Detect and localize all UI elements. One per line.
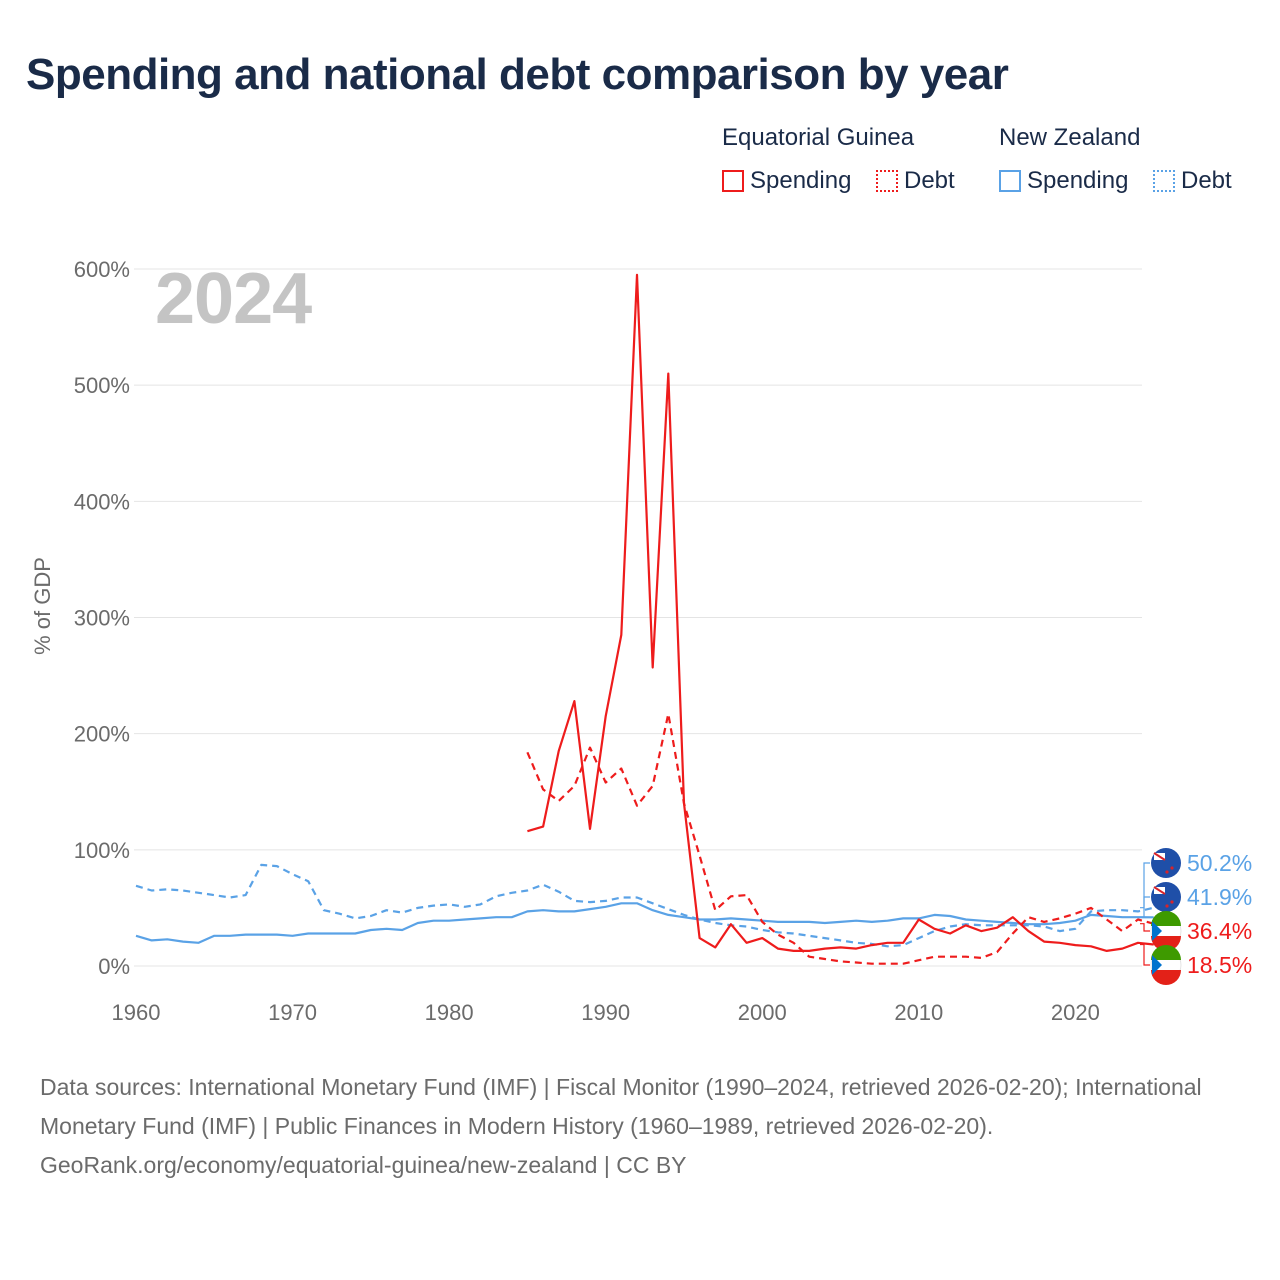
line-chart: 0% 100% 200% 300% 400% 500% 600% 1960 1970 1980 19…: [30, 257, 1252, 1025]
x-tick-label: 1980: [425, 1000, 474, 1025]
year-watermark: 2024: [155, 259, 312, 339]
equatorial-guinea-flag-icon: [1150, 911, 1182, 951]
y-tick-label: 500%: [74, 373, 130, 398]
legend-swatch-solid-icon: [722, 170, 744, 192]
legend-swatch-dotted-icon: [1153, 170, 1175, 192]
legend-swatch-solid-icon: [999, 170, 1021, 192]
x-tick-label: 2000: [738, 1000, 787, 1025]
new-zealand-flag-icon: [1151, 882, 1181, 912]
legend-swatch-dotted-icon: [876, 170, 898, 192]
legend-label: Spending: [750, 167, 852, 194]
y-tick-label: 100%: [74, 838, 130, 863]
label-leader-line: [1140, 862, 1150, 909]
legend-item-eq-guinea-debt[interactable]: Debt: [876, 166, 955, 196]
end-value-label: 50.2%: [1187, 850, 1252, 876]
series-line: [135, 863, 1154, 948]
series-lines: [135, 273, 1154, 965]
new-zealand-flag-icon: [1151, 848, 1181, 878]
label-leader-line: [1140, 896, 1150, 918]
legend-label: Debt: [1181, 167, 1232, 194]
label-leader-line: [1140, 923, 1150, 932]
y-tick-label: 0%: [98, 954, 130, 979]
footer: Data sources: International Monetary Fun…: [40, 1068, 1240, 1185]
y-tick-label: 300%: [74, 606, 130, 631]
end-value-label: 18.5%: [1187, 952, 1252, 978]
end-value-label: 36.4%: [1187, 918, 1252, 944]
chart-title: Spending and national debt comparison by…: [26, 50, 1009, 99]
legend-group-new-zealand: New Zealand: [999, 124, 1141, 151]
legend-group-equatorial-guinea: Equatorial Guinea: [722, 124, 915, 151]
x-tick-label: 2020: [1051, 1000, 1100, 1025]
data-sources-note: Data sources: International Monetary Fun…: [40, 1074, 1202, 1139]
x-tick-label: 1970: [268, 1000, 317, 1025]
axis-labels: 0% 100% 200% 300% 400% 500% 600% 1960 1970 1980 19…: [74, 257, 1100, 1025]
grid-lines: [134, 268, 1142, 967]
equatorial-guinea-flag-icon: [1150, 945, 1182, 985]
y-axis-title: % of GDP: [30, 557, 55, 655]
label-leader-line: [1140, 943, 1150, 966]
legend-label: Spending: [1027, 167, 1129, 194]
series-line: [135, 902, 1154, 944]
end-value-label: 41.9%: [1187, 884, 1252, 910]
series-line: [526, 712, 1154, 965]
legend-item-new-zealand-spending[interactable]: Spending: [999, 166, 1128, 196]
x-tick-label: 1990: [581, 1000, 630, 1025]
y-tick-label: 600%: [74, 257, 130, 282]
legend-item-eq-guinea-spending[interactable]: Spending: [722, 166, 851, 196]
legend-item-new-zealand-debt[interactable]: Debt: [1153, 166, 1232, 196]
y-tick-label: 400%: [74, 489, 130, 514]
x-tick-label: 1960: [112, 1000, 161, 1025]
x-tick-label: 2010: [894, 1000, 943, 1025]
end-markers: 50.2% 41.9% 36.4% 18.5%: [1140, 848, 1252, 985]
credit-link[interactable]: GeoRank.org/economy/equatorial-guinea/ne…: [40, 1152, 687, 1178]
y-tick-label: 200%: [74, 722, 130, 747]
series-line: [527, 273, 1154, 953]
legend-label: Debt: [904, 167, 955, 194]
